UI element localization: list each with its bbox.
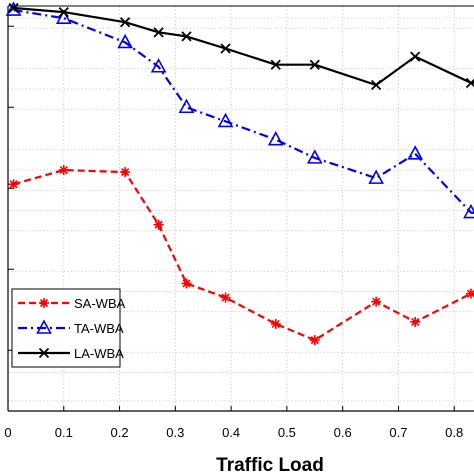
marker-x: [309, 59, 320, 70]
x-tick-label: 0.4: [222, 425, 240, 440]
marker-triangle: [267, 130, 284, 146]
legend: SA-WBA TA-WBA LA-WBA: [11, 288, 126, 368]
series-la-wba: [8, 2, 474, 91]
marker-asterisk: [309, 335, 320, 346]
marker-asterisk: [8, 179, 19, 190]
marker-x: [220, 43, 231, 54]
marker-asterisk: [270, 318, 281, 329]
marker-triangle: [368, 169, 384, 184]
x-tick-label: 0.6: [334, 425, 352, 440]
marker-x: [270, 59, 281, 70]
marker-triangle: [36, 319, 52, 334]
x-tick-label: 0.7: [389, 425, 407, 440]
x-tick-label: 0.5: [278, 425, 296, 440]
marker-triangle: [306, 149, 323, 164]
marker-triangle: [407, 145, 424, 160]
marker-x: [119, 17, 131, 28]
marker-asterisk: [153, 219, 164, 230]
series-ta-wba: [5, 1, 474, 219]
marker-asterisk: [371, 296, 382, 307]
x-tick-label: 0: [4, 425, 11, 440]
marker-asterisk: [58, 165, 69, 176]
marker-asterisk: [465, 288, 474, 299]
marker-asterisk: [39, 298, 49, 308]
marker-x: [410, 51, 421, 62]
marker-x: [181, 31, 192, 42]
marker-triangle: [117, 33, 133, 49]
marker-x: [38, 347, 50, 359]
marker-triangle: [55, 9, 72, 24]
marker-asterisk: [181, 278, 192, 289]
series-sa-wba: [8, 165, 474, 346]
legend-entry: LA-WBA: [18, 346, 124, 361]
marker-x: [370, 79, 382, 91]
legend-entry: TA-WBA: [18, 319, 124, 336]
series-line: [13, 168, 474, 342]
legend-entry: SA-WBA: [18, 296, 126, 311]
series-line: [13, 6, 474, 87]
marker-x: [8, 2, 19, 14]
x-tick-label: 0.2: [111, 425, 129, 440]
tick-labels: 00.10.20.30.40.50.60.70.80.9: [4, 425, 463, 440]
legend-label: TA-WBA: [74, 321, 124, 336]
marker-x: [153, 27, 164, 38]
x-tick-label: 0.3: [166, 425, 184, 440]
marker-asterisk: [120, 167, 131, 178]
marker-asterisk: [410, 316, 421, 327]
marker-x: [58, 6, 69, 18]
axes: [7, 5, 474, 412]
series-line: [13, 9, 474, 215]
legend-label: LA-WBA: [74, 346, 124, 361]
marker-triangle: [178, 98, 195, 114]
legend-label: SA-WBA: [74, 296, 126, 311]
marker-asterisk: [220, 292, 231, 303]
x-axis-label: Traffic Load: [216, 455, 324, 474]
marker-triangle: [463, 203, 474, 219]
marker-triangle: [217, 112, 234, 128]
x-tick-label: 0.1: [55, 425, 73, 440]
x-tick-label: 0.8: [445, 425, 463, 440]
series-layer: [5, 1, 474, 346]
marker-triangle: [150, 58, 167, 73]
